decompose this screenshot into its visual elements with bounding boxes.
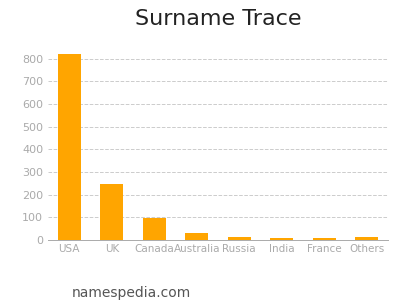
Bar <box>185 233 208 240</box>
Title: Surname Trace: Surname Trace <box>135 9 301 29</box>
Bar <box>58 54 81 240</box>
Bar <box>142 218 166 240</box>
Text: namespedia.com: namespedia.com <box>72 286 191 300</box>
Bar <box>228 237 251 240</box>
Bar <box>312 238 336 240</box>
Bar <box>100 184 124 240</box>
Bar <box>355 237 378 240</box>
Bar <box>270 238 294 240</box>
